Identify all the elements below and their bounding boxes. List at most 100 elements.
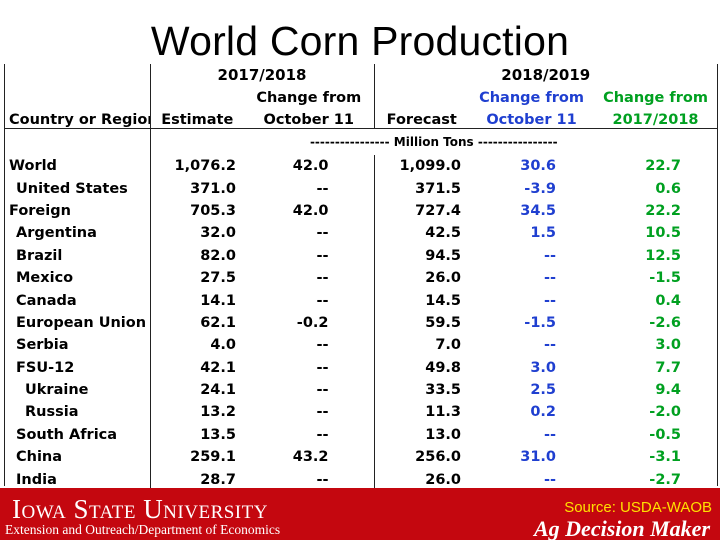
brand-label: Ag Decision Maker xyxy=(534,516,710,541)
table-row: China 259.1 43.2 256.0 31.0 -3.1 xyxy=(5,446,717,469)
cell-change-oct-2018: 34.5 xyxy=(520,202,557,219)
row-label: Ukraine xyxy=(5,378,151,402)
col-header-change-2017-line1: Change from xyxy=(603,90,708,106)
cell-change-oct-2017: -- xyxy=(244,468,375,491)
cell-change-oct-2017: -- xyxy=(244,244,375,267)
cell-forecast-2018: 42.5 xyxy=(425,225,462,242)
cell-change-oct-2018: 1.5 xyxy=(530,225,557,242)
table-row: Foreign 705.3 42.0 727.4 34.5 22.2 xyxy=(5,199,717,223)
cell-change-2017: -2.0 xyxy=(649,404,682,421)
source-label: Source: USDA-WAOB xyxy=(564,499,712,516)
cell-change-oct-2018: -- xyxy=(543,471,557,488)
cell-forecast-2018: 11.3 xyxy=(425,404,462,421)
cell-estimate-2017: 32.0 xyxy=(200,225,236,242)
cell-forecast-2018: 13.0 xyxy=(425,426,462,443)
row-label: China xyxy=(5,446,151,469)
cell-estimate-2017: 82.0 xyxy=(200,247,236,264)
university-logo: Iowa State University xyxy=(12,494,268,524)
cell-change-oct-2017: -- xyxy=(244,378,375,402)
cell-change-oct-2018: -3.9 xyxy=(524,180,557,197)
col-header-change-oct-2017-line2: October 11 xyxy=(244,106,375,129)
cell-forecast-2018: 1,099.0 xyxy=(399,158,462,175)
cell-change-oct-2017: -- xyxy=(244,222,375,245)
table-row: Russia 13.2 -- 11.3 0.2 -2.0 xyxy=(5,401,717,424)
cell-forecast-2018: 94.5 xyxy=(425,247,462,264)
table-row: World 1,076.2 42.0 1,099.0 30.6 22.7 xyxy=(5,155,717,178)
department-label: Extension and Outreach/Department of Eco… xyxy=(5,522,281,537)
cell-estimate-2017: 13.2 xyxy=(200,404,236,421)
cell-estimate-2017: 42.1 xyxy=(200,359,236,376)
cell-change-oct-2018: -- xyxy=(543,337,557,354)
row-label: Brazil xyxy=(5,244,151,267)
row-label: Mexico xyxy=(5,266,151,290)
cell-forecast-2018: 14.5 xyxy=(425,292,462,309)
cell-change-2017: -2.7 xyxy=(649,471,682,488)
cell-estimate-2017: 371.0 xyxy=(190,180,236,197)
page-title: World Corn Production xyxy=(150,18,570,64)
cell-change-2017: 3.0 xyxy=(655,337,682,354)
cell-change-2017: 12.5 xyxy=(645,247,682,264)
cell-change-oct-2018: -- xyxy=(543,292,557,309)
col-header-change-oct-2017-line1: Change from xyxy=(244,84,375,106)
cell-forecast-2018: 49.8 xyxy=(425,359,462,376)
cell-change-2017: 7.7 xyxy=(655,359,682,376)
cell-forecast-2018: 59.5 xyxy=(425,314,462,331)
cell-forecast-2018: 26.0 xyxy=(425,471,462,488)
cell-change-oct-2017: -- xyxy=(244,356,375,379)
cell-change-oct-2018: 2.5 xyxy=(530,382,557,399)
cell-change-2017: -2.6 xyxy=(649,314,682,331)
cell-change-oct-2017: -- xyxy=(244,177,375,200)
cell-change-oct-2017: -0.2 xyxy=(244,311,375,335)
cell-change-2017: 0.4 xyxy=(655,292,682,309)
cell-change-oct-2018: 0.2 xyxy=(530,404,557,421)
cell-change-oct-2018: -- xyxy=(543,270,557,287)
cell-change-2017: 10.5 xyxy=(645,225,682,242)
cell-change-2017: -0.5 xyxy=(649,426,682,443)
cell-change-2017: 22.2 xyxy=(645,202,682,219)
cell-change-2017: 9.4 xyxy=(655,382,682,399)
group-header-2018: 2018/2019 xyxy=(501,66,591,84)
cell-change-oct-2017: 42.0 xyxy=(244,199,375,223)
row-label: Russia xyxy=(5,401,151,424)
table-row: India 28.7 -- 26.0 -- -2.7 xyxy=(5,468,717,491)
cell-change-oct-2017: -- xyxy=(244,423,375,447)
table-row: South Africa 13.5 -- 13.0 -- -0.5 xyxy=(5,423,717,447)
cell-change-2017: 22.7 xyxy=(645,158,682,175)
group-header-2017: 2017/2018 xyxy=(150,64,375,84)
cell-change-oct-2017: -- xyxy=(244,266,375,290)
cell-change-oct-2017: 43.2 xyxy=(244,446,375,469)
cell-forecast-2018: 33.5 xyxy=(425,382,462,399)
table-row: Brazil 82.0 -- 94.5 -- 12.5 xyxy=(5,244,717,267)
cell-estimate-2017: 13.5 xyxy=(200,426,236,443)
col-header-change-oct-2018-line1: Change from xyxy=(479,90,584,106)
col-header-change-oct-2018-line2: October 11 xyxy=(469,106,595,129)
cell-change-oct-2018: -- xyxy=(543,426,557,443)
footer-bar: Iowa State University Extension and Outr… xyxy=(0,488,720,541)
row-label: Foreign xyxy=(5,199,151,223)
col-header-change-2017-line2: 2017/2018 xyxy=(594,106,718,129)
cell-estimate-2017: 62.1 xyxy=(200,314,236,331)
cell-estimate-2017: 4.0 xyxy=(210,337,236,354)
table-row: United States 371.0 -- 371.5 -3.9 0.6 xyxy=(5,177,717,200)
cell-change-oct-2018: 3.0 xyxy=(530,359,557,376)
cell-estimate-2017: 259.1 xyxy=(190,449,236,466)
cell-change-2017: -3.1 xyxy=(649,449,682,466)
row-label: World xyxy=(5,155,151,178)
cell-change-oct-2017: 42.0 xyxy=(244,155,375,178)
cell-estimate-2017: 1,076.2 xyxy=(174,158,236,175)
cell-change-oct-2017: -- xyxy=(244,289,375,312)
cell-forecast-2018: 256.0 xyxy=(415,449,462,466)
cell-estimate-2017: 28.7 xyxy=(200,471,236,488)
row-label: Serbia xyxy=(5,334,151,357)
units-label: ---------------- Million Tons ----------… xyxy=(309,135,558,149)
table-row: Canada 14.1 -- 14.5 -- 0.4 xyxy=(5,289,717,312)
table-row: European Union 62.1 -0.2 59.5 -1.5 -2.6 xyxy=(5,311,717,335)
cell-change-oct-2018: 31.0 xyxy=(520,449,557,466)
row-label: South Africa xyxy=(5,423,151,447)
cell-forecast-2018: 7.0 xyxy=(435,337,462,354)
table-row: Argentina 32.0 -- 42.5 1.5 10.5 xyxy=(5,222,717,245)
table-row: FSU-12 42.1 -- 49.8 3.0 7.7 xyxy=(5,356,717,379)
table-row: Serbia 4.0 -- 7.0 -- 3.0 xyxy=(5,334,717,357)
cell-change-oct-2018: 30.6 xyxy=(520,158,557,175)
cell-change-2017: -1.5 xyxy=(649,270,682,287)
